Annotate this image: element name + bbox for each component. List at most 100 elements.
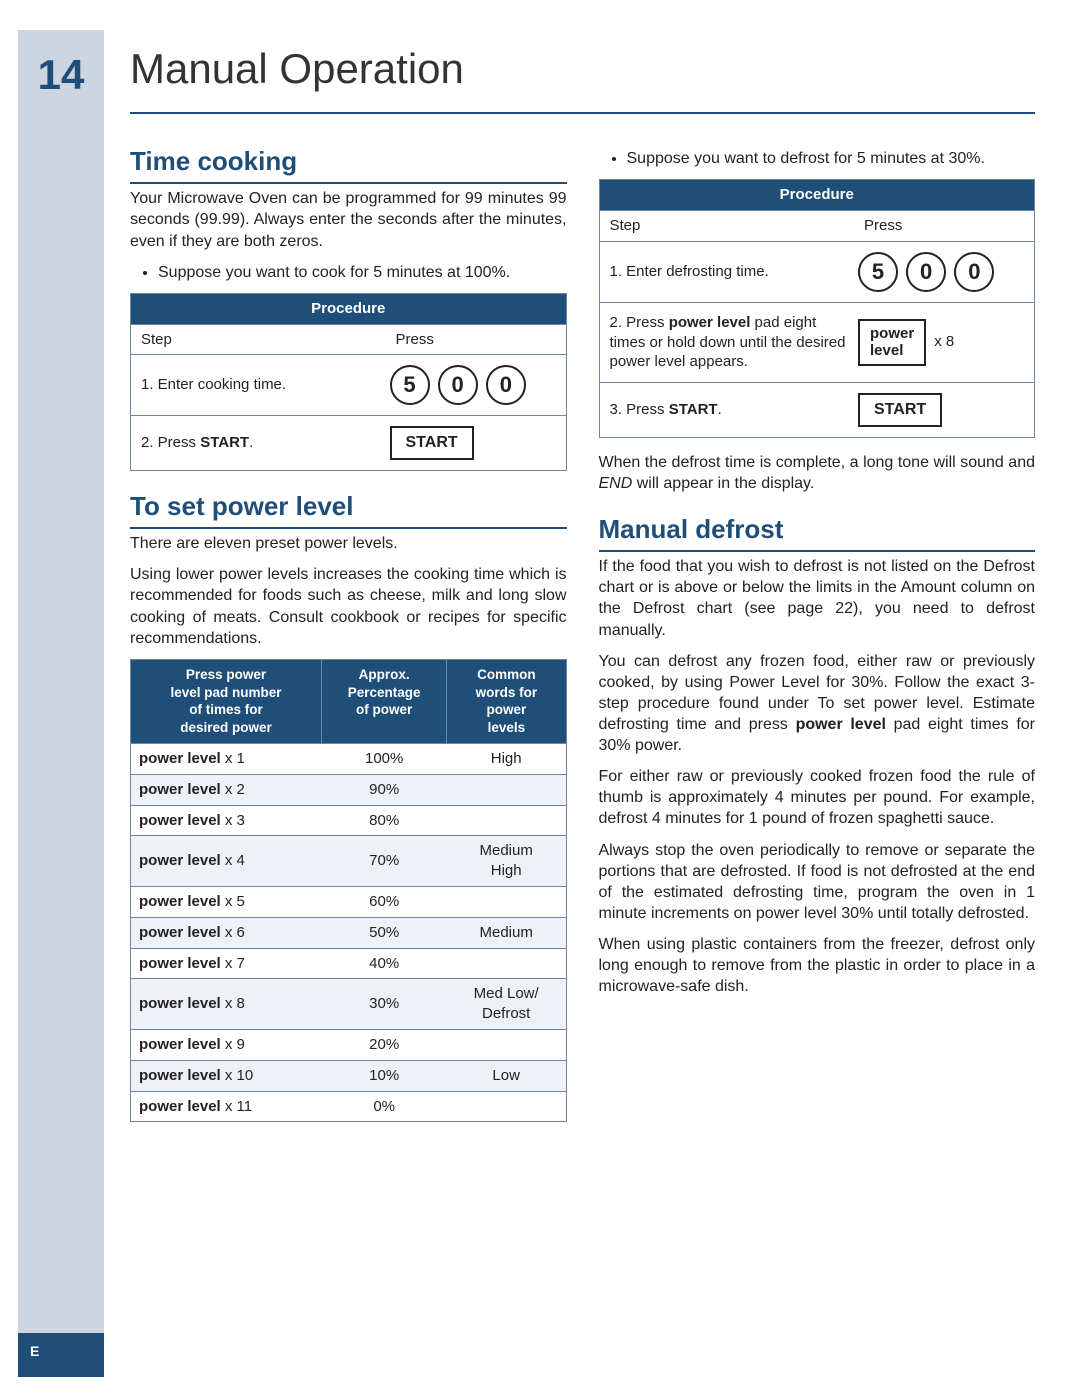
time-cooking-bullets: Suppose you want to cook for 5 minutes a… (130, 262, 567, 283)
title-rule (130, 112, 1035, 114)
manual-defrost-p1: If the food that you wish to defrost is … (599, 556, 1036, 640)
power-level-row: power level x 290% (131, 774, 567, 805)
power-level-label: power level x 4 (131, 836, 322, 887)
key-repeat-suffix: x 8 (934, 332, 954, 352)
power-level-word (447, 805, 566, 836)
power-level-word (447, 1030, 566, 1061)
power-level-table: Press power level pad number of times fo… (130, 659, 567, 1123)
power-level-percentage: 50% (322, 917, 447, 948)
power-level-label: power level x 11 (131, 1091, 322, 1122)
power-level-word: Med Low/Defrost (447, 979, 566, 1030)
power-level-word (447, 887, 566, 918)
procedure-press-box: power level x 8 (854, 319, 1024, 366)
text-bold: START (669, 401, 718, 418)
procedure-title: Procedure (600, 180, 1035, 211)
procedure-col-step: Step (610, 216, 855, 236)
power-level-row: power level x 560% (131, 887, 567, 918)
pl-col1-header: Press power level pad number of times fo… (131, 659, 322, 743)
page-title: Manual Operation (130, 45, 464, 93)
side-letter: E (18, 1333, 104, 1377)
digit-key: 0 (906, 252, 946, 292)
text: Approx. (359, 667, 410, 682)
power-level-label: power level x 3 (131, 805, 322, 836)
text: levels (488, 720, 526, 735)
procedure-step-text: 2. Press power level pad eight times or … (610, 313, 855, 372)
right-top-bullets: Suppose you want to defrost for 5 minute… (599, 148, 1036, 169)
power-level-percentage: 100% (322, 744, 447, 775)
power-level-word (447, 1091, 566, 1122)
heading-set-power-level: To set power level (130, 489, 567, 529)
text: Press power (186, 667, 266, 682)
power-level-key: power level (858, 319, 926, 366)
procedure-row: 1. Enter defrosting time. 5 0 0 (600, 242, 1035, 303)
digit-key: 0 (954, 252, 994, 292)
heading-manual-defrost: Manual defrost (599, 512, 1036, 552)
power-level-word: High (447, 744, 566, 775)
procedure-col-press: Press (854, 216, 1024, 236)
manual-defrost-p4: Always stop the oven periodically to rem… (599, 840, 1036, 924)
pl-col3-header: Common words for power levels (447, 659, 566, 743)
digit-key: 5 (858, 252, 898, 292)
text: 2. Press (610, 314, 669, 331)
procedure-row: 3. Press START. START (600, 383, 1035, 437)
power-level-percentage: 20% (322, 1030, 447, 1061)
manual-defrost-p3: For either raw or previously cooked froz… (599, 766, 1036, 829)
procedure-press-box: START (386, 426, 556, 460)
text: power (870, 325, 914, 342)
heading-time-cooking: Time cooking (130, 144, 567, 184)
digit-key: 0 (438, 365, 478, 405)
power-level-row: power level x 830%Med Low/Defrost (131, 979, 567, 1030)
text: words for (476, 685, 538, 700)
digit-key: 0 (486, 365, 526, 405)
digit-key: 5 (390, 365, 430, 405)
power-level-row: power level x 380% (131, 805, 567, 836)
text: 2. Press (141, 434, 200, 451)
power-level-word: MediumHigh (447, 836, 566, 887)
text-bold: power level (669, 314, 751, 331)
text-bold: power level (796, 716, 886, 733)
side-stripe (18, 30, 104, 1342)
procedure-step-text: 3. Press START. (610, 400, 855, 420)
power-level-row: power level x 740% (131, 948, 567, 979)
start-key: START (858, 393, 942, 427)
text: . (249, 434, 253, 451)
power-level-word (447, 948, 566, 979)
right-top-bullet: Suppose you want to defrost for 5 minute… (627, 148, 1036, 169)
text: Percentage (348, 685, 421, 700)
time-cooking-intro: Your Microwave Oven can be programmed fo… (130, 188, 567, 251)
power-level-percentage: 80% (322, 805, 447, 836)
power-level-label: power level x 1 (131, 744, 322, 775)
procedure-step-text: 1. Enter cooking time. (141, 375, 386, 395)
power-level-label: power level x 8 (131, 979, 322, 1030)
procedure-step-text: 2. Press START. (141, 433, 386, 453)
procedure-row: 2. Press power level pad eight times or … (600, 303, 1035, 383)
text: Common (477, 667, 536, 682)
procedure-press-box: START (854, 393, 1024, 427)
power-level-word: Low (447, 1060, 566, 1091)
time-cooking-bullet: Suppose you want to cook for 5 minutes a… (158, 262, 567, 283)
text: of times for (189, 702, 263, 717)
power-level-percentage: 90% (322, 774, 447, 805)
power-level-label: power level x 5 (131, 887, 322, 918)
procedure-title: Procedure (131, 294, 566, 325)
procedure-row: 2. Press START. START (131, 416, 566, 470)
procedure-header-row: Step Press (131, 325, 566, 356)
start-key: START (390, 426, 474, 460)
procedure-defrost: Procedure Step Press 1. Enter defrosting… (599, 179, 1036, 438)
procedure-time-cooking: Procedure Step Press 1. Enter cooking ti… (130, 293, 567, 471)
power-level-row: power level x 470%MediumHigh (131, 836, 567, 887)
manual-defrost-p2: You can defrost any frozen food, either … (599, 651, 1036, 757)
power-level-row: power level x 1100%High (131, 744, 567, 775)
procedure-step-text: 1. Enter defrosting time. (610, 262, 855, 282)
page-number: 14 (18, 45, 104, 105)
power-level-row: power level x 650%Medium (131, 917, 567, 948)
power-level-word: Medium (447, 917, 566, 948)
power-level-label: power level x 7 (131, 948, 322, 979)
power-level-label: power level x 2 (131, 774, 322, 805)
power-level-label: power level x 10 (131, 1060, 322, 1091)
text: of power (356, 702, 412, 717)
power-level-label: power level x 9 (131, 1030, 322, 1061)
text-bold: START (200, 434, 249, 451)
procedure-press-digits: 5 0 0 (854, 252, 1024, 292)
power-level-row: power level x 110% (131, 1091, 567, 1122)
